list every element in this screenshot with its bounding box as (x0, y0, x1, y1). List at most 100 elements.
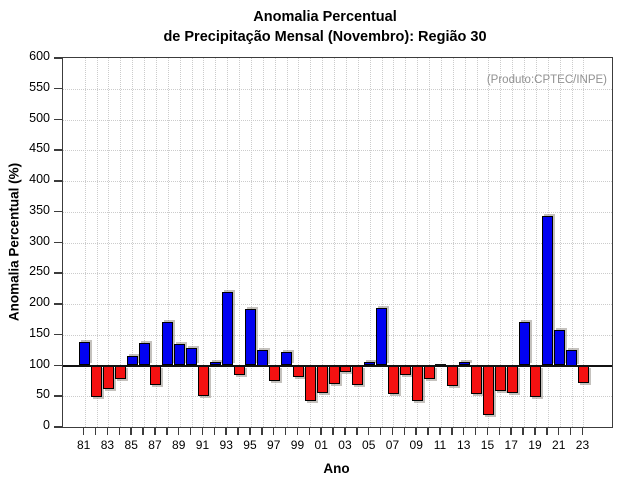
x-tick-2023 (581, 427, 584, 435)
x-tick-2000 (308, 427, 311, 435)
gridline-v-1997 (274, 58, 276, 427)
bar-1984 (114, 365, 126, 380)
bar-2007 (387, 365, 399, 394)
gridline-h-550 (63, 88, 612, 90)
y-tick-50 (54, 395, 62, 397)
bar-2004 (352, 365, 364, 386)
gridline-v-1991 (203, 58, 205, 427)
x-tick-label-13: 13 (457, 438, 471, 452)
x-tick-2009 (415, 427, 417, 435)
bar-1987 (150, 365, 162, 385)
x-tick-2013 (462, 427, 465, 435)
x-tick-label-91: 91 (195, 438, 210, 452)
x-tick-label-95: 95 (243, 438, 257, 452)
x-tick-label-23: 23 (575, 438, 590, 452)
x-tick-1982 (94, 427, 97, 435)
bar-1982 (91, 365, 103, 397)
x-tick-2017 (510, 427, 512, 435)
gridline-v-2013 (464, 58, 466, 427)
gridline-v-1984 (120, 58, 122, 427)
gridline-v-2022 (571, 58, 573, 427)
gridline-v-2017 (512, 58, 514, 427)
y-tick-450 (54, 149, 62, 151)
gridline-v-2023 (583, 58, 585, 427)
x-tick-label-15: 15 (480, 438, 495, 452)
x-tick-label-89: 89 (172, 438, 186, 452)
y-tick-label-600: 600 (29, 49, 50, 63)
gridline-h-50 (63, 396, 612, 398)
gridline-v-2010 (429, 58, 431, 427)
x-tick-label-87: 87 (148, 438, 162, 452)
gridline-v-1990 (191, 58, 193, 427)
x-tick-1984 (118, 427, 121, 435)
bar-2021 (554, 330, 566, 366)
y-tick-label-250: 250 (29, 264, 50, 279)
gridline-v-1994 (239, 58, 241, 427)
bar-2001 (316, 365, 328, 394)
bar-1989 (174, 343, 186, 366)
x-tick-1997 (272, 427, 275, 435)
bar-2014 (471, 365, 483, 395)
gridline-h-200 (63, 304, 612, 305)
x-tick-1985 (130, 427, 132, 435)
x-tick-2002 (332, 427, 334, 435)
y-tick-550 (54, 87, 62, 90)
gridline-h-400 (63, 181, 612, 182)
x-tick-label-07: 07 (385, 438, 400, 452)
y-tick-300 (54, 241, 62, 243)
bar-1991 (197, 365, 209, 397)
bar-2008 (399, 365, 411, 376)
y-tick-label-350: 350 (29, 202, 50, 217)
x-tick-2005 (367, 427, 370, 435)
x-tick-2020 (546, 427, 548, 435)
bar-2016 (494, 365, 506, 392)
y-tick-500 (54, 118, 62, 120)
gridline-v-2004 (357, 58, 359, 427)
gridline-h-450 (63, 150, 612, 152)
gridline-v-1986 (144, 58, 146, 427)
x-tick-1981 (82, 427, 85, 435)
gridline-v-2011 (440, 58, 442, 427)
x-tick-1989 (177, 427, 180, 435)
y-tick-label-200: 200 (29, 295, 50, 309)
gridline-v-1982 (96, 58, 98, 427)
bar-1998 (281, 351, 293, 366)
y-tick-200 (54, 303, 62, 305)
y-tick-400 (54, 180, 62, 182)
y-tick-label-300: 300 (29, 233, 50, 248)
bar-2020 (542, 216, 554, 366)
bar-2022 (566, 350, 578, 366)
bar-2009 (411, 365, 423, 402)
chart-title-line1: Anomalia Percentual (253, 9, 397, 25)
bar-1990 (186, 347, 198, 366)
gridline-v-2008 (405, 58, 407, 427)
bar-1981 (79, 342, 91, 366)
gridline-v-2015 (488, 58, 490, 427)
gridline-v-2021 (559, 58, 561, 427)
gridline-v-2000 (310, 58, 312, 427)
x-tick-2007 (391, 427, 394, 435)
gridline-v-1989 (179, 58, 181, 427)
bar-1993 (221, 291, 233, 366)
x-tick-1996 (261, 427, 263, 435)
x-tick-2006 (379, 427, 382, 435)
gridline-v-1993 (227, 58, 229, 427)
bar-2010 (423, 365, 435, 380)
y-tick-label-450: 450 (29, 141, 50, 156)
x-tick-label-05: 05 (362, 438, 376, 452)
bar-2006 (376, 308, 388, 366)
x-tick-1995 (249, 427, 251, 435)
gridline-v-2001 (322, 58, 324, 427)
gridline-v-2012 (452, 58, 454, 427)
x-tick-2001 (320, 427, 322, 435)
x-tick-label-01: 01 (314, 438, 328, 452)
gridline-v-2005 (369, 58, 371, 427)
y-tick-150 (54, 333, 62, 336)
y-tick-label-50: 50 (36, 387, 50, 402)
y-tick-label-150: 150 (29, 325, 50, 340)
gridline-h-300 (63, 242, 612, 244)
gridline-h-350 (63, 211, 612, 213)
x-tick-label-97: 97 (267, 438, 281, 452)
x-tick-label-81: 81 (77, 438, 91, 452)
